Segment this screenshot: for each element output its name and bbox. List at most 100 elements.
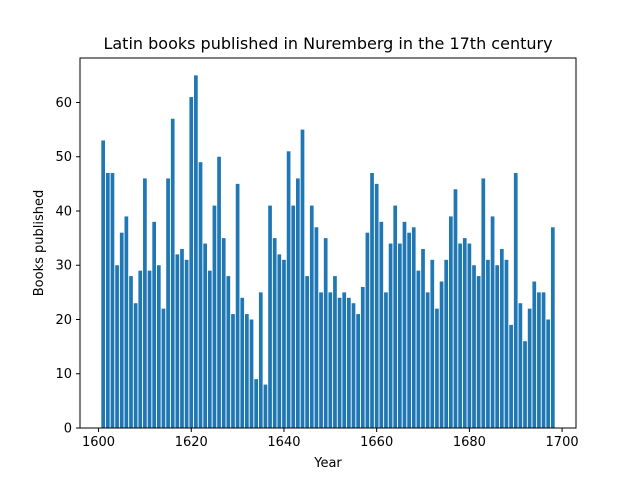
- bar-1685: [490, 216, 495, 428]
- bar-1652: [337, 297, 342, 428]
- bar-1605: [119, 232, 124, 428]
- bar-1634: [254, 379, 259, 428]
- bar-1688: [504, 259, 509, 428]
- bar-1602: [105, 173, 110, 428]
- bar-1649: [323, 238, 328, 428]
- bar-1632: [245, 314, 249, 428]
- y-tick-label-0: 0: [64, 422, 72, 437]
- bar-1695: [537, 292, 541, 428]
- bar-1659: [370, 173, 374, 428]
- bar-1610: [143, 178, 147, 428]
- x-tick-label-1660: 1660: [360, 435, 393, 450]
- bar-1676: [448, 216, 453, 428]
- bar-1673: [435, 308, 439, 428]
- bar-1661: [379, 221, 384, 428]
- bar-1642: [291, 205, 296, 428]
- bar-1665: [398, 243, 402, 428]
- bar-1625: [212, 205, 217, 428]
- bar-1678: [458, 243, 462, 428]
- y-tick-label-20: 20: [55, 313, 72, 328]
- x-axis-ticks: 1600 1620 1640 1660 1680 1700: [82, 428, 579, 450]
- x-tick-label-1640: 1640: [267, 435, 300, 450]
- bar-1668: [411, 227, 416, 428]
- y-axis-ticks: 0 10 20 30 40 50 60: [55, 96, 80, 437]
- bar-1669: [416, 270, 421, 428]
- bar-1630: [235, 183, 240, 428]
- bar-1690: [513, 173, 518, 428]
- bar-1601: [101, 140, 106, 428]
- bar-1651: [333, 276, 337, 428]
- bar-1616: [170, 118, 175, 428]
- bar-1672: [430, 259, 435, 428]
- bar-1689: [509, 324, 513, 428]
- bar-1663: [388, 243, 393, 428]
- y-tick-label-40: 40: [55, 204, 72, 219]
- bar-1615: [166, 178, 170, 428]
- bar-1674: [439, 281, 444, 428]
- bar-1662: [384, 292, 388, 428]
- x-tick-label-1600: 1600: [82, 435, 115, 450]
- bar-1650: [328, 292, 333, 428]
- bar-1631: [240, 297, 245, 428]
- bar-1638: [272, 238, 277, 428]
- bar-1675: [444, 259, 449, 428]
- bar-1603: [110, 173, 115, 428]
- bar-1684: [486, 259, 490, 428]
- bar-1633: [249, 319, 254, 428]
- bar-1624: [207, 270, 212, 428]
- bar-1621: [194, 75, 198, 429]
- bars-group: [101, 75, 555, 429]
- bar-1656: [356, 314, 360, 428]
- bar-1641: [286, 151, 291, 428]
- bar-1660: [374, 183, 379, 428]
- y-tick-label-50: 50: [55, 150, 72, 165]
- bar-1643: [296, 178, 300, 428]
- bar-1657: [360, 286, 365, 428]
- x-tick-label-1700: 1700: [546, 435, 579, 450]
- bar-1640: [282, 259, 286, 428]
- bar-1644: [300, 129, 305, 429]
- bar-1613: [156, 265, 161, 428]
- bar-1670: [421, 248, 425, 428]
- plot-frame: [79, 57, 577, 429]
- x-tick-label-1680: 1680: [453, 435, 486, 450]
- bar-1623: [203, 243, 208, 428]
- bar-1627: [221, 238, 226, 428]
- x-tick-label-1620: 1620: [175, 435, 208, 450]
- bar-1645: [305, 276, 309, 428]
- bar-1697: [546, 319, 551, 428]
- bar-1635: [258, 292, 263, 428]
- bar-1698: [550, 227, 555, 428]
- y-tick-label-60: 60: [55, 96, 72, 111]
- bar-1667: [407, 232, 411, 428]
- bar-1671: [425, 292, 430, 428]
- bar-1626: [217, 156, 221, 429]
- bar-1607: [129, 276, 133, 428]
- y-tick-label-30: 30: [55, 259, 72, 274]
- bar-1604: [115, 265, 119, 428]
- bar-1683: [481, 178, 486, 428]
- chart-title: Latin books published in Nuremberg in th…: [103, 34, 552, 53]
- bar-1608: [133, 303, 138, 428]
- bar-1654: [347, 297, 351, 428]
- bar-1628: [226, 276, 231, 428]
- bar-1691: [518, 303, 523, 428]
- bar-1686: [495, 265, 500, 428]
- bar-1647: [314, 227, 319, 428]
- bar-1677: [453, 189, 458, 428]
- bar-1648: [319, 292, 323, 428]
- bar-1609: [138, 270, 143, 428]
- bar-1620: [189, 97, 194, 428]
- bar-1666: [402, 221, 407, 428]
- y-axis-label: Books published: [32, 190, 47, 297]
- bar-1680: [467, 243, 472, 428]
- bar-1639: [277, 254, 282, 428]
- bar-1617: [175, 254, 180, 428]
- y-tick-label-10: 10: [55, 367, 72, 382]
- bar-1622: [198, 162, 203, 428]
- bar-1692: [523, 341, 527, 428]
- bar-1629: [231, 314, 235, 428]
- bar-1653: [342, 292, 347, 428]
- bar-1664: [393, 205, 398, 428]
